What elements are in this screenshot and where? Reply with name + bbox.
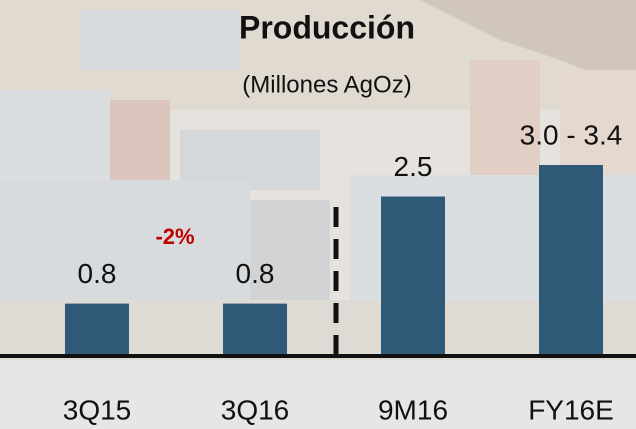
x-tick-label: 9M16 [378,394,448,425]
value-label: 3.0 - 3.4 [520,119,623,150]
annotation: -2% [155,224,194,249]
x-tick-label: 3Q16 [221,394,290,425]
chart-title: Producción [239,9,415,45]
bar [223,304,287,354]
bar [65,304,129,354]
value-label: 0.8 [78,258,117,289]
value-label: 2.5 [394,151,433,182]
bar [381,197,445,355]
bar [539,165,603,354]
chart-subtitle: (Millones AgOz) [242,71,411,98]
x-tick-label: FY16E [528,394,614,425]
chart: Producción (Millones AgOz) -2% 0.8 3Q15 0.… [0,0,636,429]
value-label: 0.8 [236,258,275,289]
x-tick-label: 3Q15 [63,394,132,425]
